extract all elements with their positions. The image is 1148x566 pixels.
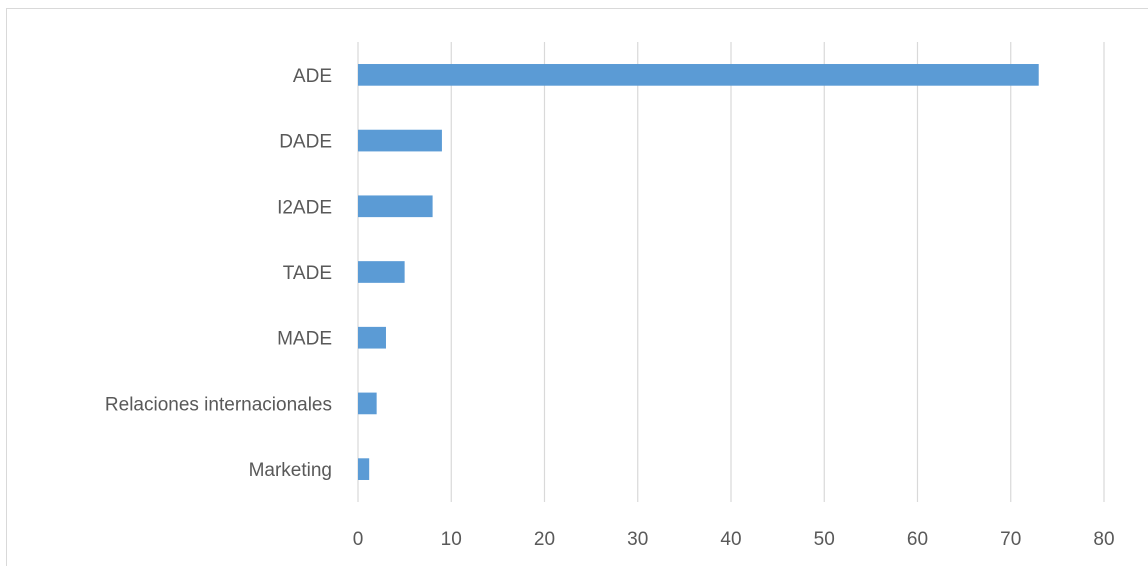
bar-made	[358, 326, 386, 349]
bar-marketing	[358, 458, 370, 480]
category-label: ADE	[293, 66, 332, 87]
x-tick-label: 30	[627, 529, 648, 550]
x-tick-label: 0	[353, 529, 364, 550]
category-label: MADE	[277, 329, 332, 350]
gridlines	[357, 42, 1105, 502]
bar-i2ade	[358, 195, 433, 218]
x-tick-label: 10	[441, 529, 462, 550]
x-tick-label: 20	[534, 529, 555, 550]
category-label: Relaciones internacionales	[105, 394, 332, 415]
bar-ade	[358, 64, 1039, 86]
x-tick-label: 70	[1000, 529, 1021, 550]
bar-tade	[358, 261, 405, 283]
x-tick-label: 50	[814, 529, 835, 550]
bar-dade	[358, 129, 442, 152]
x-tick-label: 80	[1093, 529, 1114, 550]
bars	[358, 64, 1039, 480]
category-label: I2ADE	[277, 197, 332, 218]
x-tick-label: 60	[907, 529, 928, 550]
chart-frame	[6, 8, 1148, 566]
x-tick-label: 40	[720, 529, 741, 550]
category-label: Marketing	[249, 460, 332, 481]
category-labels: ADE DADE I2ADE TADE MADE Relaciones internaci…	[105, 66, 332, 481]
x-tick-labels: 0 10 20 30 40 50 60 70 80	[353, 529, 1115, 550]
category-label: TADE	[283, 263, 332, 284]
bar-relaciones-internacionales	[358, 392, 377, 415]
category-label: DADE	[279, 132, 332, 153]
